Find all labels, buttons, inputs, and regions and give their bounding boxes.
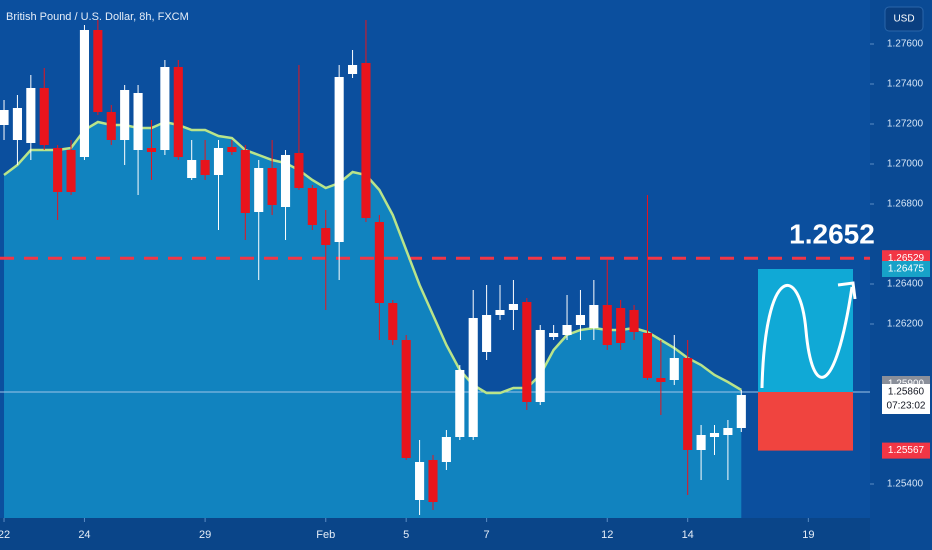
projection-curve (760, 284, 854, 389)
price-label: 1.26529 (888, 253, 925, 264)
candle-body (709, 433, 720, 437)
x-tick-label: 12 (601, 529, 613, 541)
candle-body (549, 333, 559, 337)
candle-body (0, 110, 9, 125)
annotation: 1.2652 (789, 219, 875, 250)
candle-body (736, 395, 746, 428)
candle-body (361, 63, 371, 218)
projection-arrow (837, 281, 857, 300)
candle-body (53, 148, 63, 192)
candle-body (93, 30, 103, 112)
candle-body (173, 67, 183, 157)
x-tick-label: 14 (682, 529, 694, 541)
candle-body (441, 437, 451, 462)
candle-body (522, 302, 532, 402)
candle-body (616, 308, 626, 343)
candle-body (39, 88, 49, 145)
candle-body (415, 462, 425, 500)
candle-body (12, 108, 22, 140)
candle-body (374, 222, 384, 303)
stop-box (758, 392, 853, 451)
candle-body (120, 90, 130, 140)
candle-body (388, 303, 398, 340)
candle-body (562, 325, 572, 335)
x-tick-label: 7 (484, 529, 490, 541)
candle-body (294, 153, 304, 188)
candle-body (589, 305, 599, 328)
price-label-box (882, 384, 930, 414)
price-label-box (882, 261, 930, 277)
y-tick-label: 1.27400 (887, 79, 924, 90)
candle-body (79, 30, 90, 157)
y-tick-label: 1.27600 (887, 39, 924, 50)
y-tick-label: 1.26800 (887, 199, 924, 210)
y-tick-label: 1.25400 (887, 479, 924, 490)
candle-body (200, 160, 210, 175)
price-label: 1.25860 (888, 387, 925, 398)
candle-body (575, 315, 586, 325)
price-label: 1.26475 (888, 264, 925, 275)
candle-body (280, 155, 291, 207)
currency[interactable]: USD (893, 14, 914, 25)
x-tick-label: 5 (403, 529, 409, 541)
candle-body (227, 147, 237, 152)
price-label-box (882, 442, 930, 459)
candle-body (723, 428, 733, 435)
candle-body (321, 228, 331, 245)
candle-body (683, 358, 693, 450)
candle-body (267, 168, 277, 205)
currency-button[interactable] (884, 6, 924, 32)
candle-body (535, 330, 545, 402)
ma-area (4, 122, 742, 518)
candle-body (629, 310, 639, 332)
x-tick-label: 22 (0, 529, 10, 541)
candle-body (602, 305, 612, 345)
candle-body (133, 93, 143, 150)
candle-body (468, 318, 478, 437)
plot (0, 20, 870, 518)
countdown: 07:23:02 (887, 401, 926, 412)
candle-body (401, 340, 411, 458)
time-axis (0, 518, 870, 550)
x-tick-label: 29 (199, 529, 211, 541)
candle-body (508, 304, 518, 310)
candle-body (26, 88, 36, 143)
candle-body (187, 160, 197, 178)
y-tick-label: 1.27000 (887, 159, 924, 170)
candle-body (656, 378, 666, 382)
candle-body (160, 67, 170, 150)
candle-body (455, 370, 465, 437)
candle-body (482, 315, 492, 352)
x-tick-label: 24 (78, 529, 90, 541)
candle-body (334, 77, 344, 242)
candle-body (213, 148, 224, 175)
y-tick-label: 1.26200 (887, 319, 924, 330)
candle-body (428, 460, 438, 502)
candle-body (696, 435, 706, 450)
candle-body (66, 150, 76, 192)
candle-body (254, 168, 264, 212)
candle-body (240, 150, 250, 213)
candle-body (106, 112, 116, 140)
x-tick-label: 19 (802, 529, 814, 541)
y-tick-label: 1.26400 (887, 279, 924, 290)
y-tick-label: 1.27200 (887, 119, 924, 130)
candle-body (669, 358, 679, 380)
candle-body (146, 148, 157, 152)
price-label: 1.25567 (888, 445, 925, 456)
candle-body (348, 65, 358, 74)
candle-body (307, 188, 317, 225)
candle-body (495, 310, 505, 315)
x-tick-label: Feb (316, 529, 335, 541)
chart-title: British Pound / U.S. Dollar, 8h, FXCM (6, 11, 189, 23)
candle-body (642, 333, 653, 378)
